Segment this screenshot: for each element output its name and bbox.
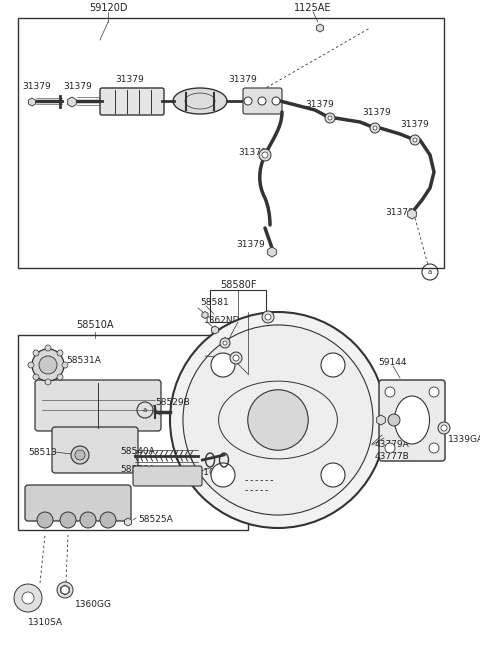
Circle shape: [75, 450, 85, 460]
Circle shape: [328, 116, 332, 120]
Circle shape: [385, 387, 395, 397]
Circle shape: [14, 584, 42, 612]
Text: 58580F: 58580F: [220, 280, 256, 290]
Ellipse shape: [173, 88, 227, 114]
Bar: [18, 335, 248, 530]
Text: 31379: 31379: [22, 82, 51, 91]
Text: 31379: 31379: [236, 240, 265, 249]
Text: 31379: 31379: [400, 120, 429, 129]
FancyBboxPatch shape: [52, 427, 138, 473]
Text: 58510A: 58510A: [76, 320, 114, 330]
Text: 31379: 31379: [115, 75, 144, 84]
FancyBboxPatch shape: [243, 88, 282, 114]
Circle shape: [57, 374, 63, 380]
Circle shape: [265, 314, 271, 320]
Text: 31379: 31379: [385, 208, 414, 217]
Text: 59144: 59144: [378, 358, 407, 367]
Circle shape: [170, 312, 386, 528]
Text: 31379: 31379: [305, 100, 334, 109]
Circle shape: [211, 353, 235, 377]
Circle shape: [272, 97, 280, 105]
Circle shape: [183, 325, 373, 515]
Text: 43777B: 43777B: [375, 452, 410, 461]
Text: 58550A: 58550A: [120, 465, 155, 474]
Circle shape: [385, 443, 395, 453]
Circle shape: [22, 592, 34, 604]
Circle shape: [45, 379, 51, 385]
Circle shape: [438, 422, 450, 434]
Circle shape: [429, 443, 439, 453]
Text: 1310SA: 1310SA: [28, 618, 63, 627]
Circle shape: [80, 512, 96, 528]
Text: 58529B: 58529B: [155, 398, 190, 407]
Text: 31379: 31379: [362, 108, 391, 117]
Circle shape: [248, 390, 308, 450]
Circle shape: [262, 311, 274, 323]
Circle shape: [62, 362, 68, 368]
Text: 58540A: 58540A: [120, 447, 155, 456]
FancyBboxPatch shape: [100, 88, 164, 115]
Bar: [210, 290, 266, 322]
Circle shape: [244, 97, 252, 105]
Circle shape: [410, 135, 420, 145]
Circle shape: [325, 113, 335, 123]
Circle shape: [230, 352, 242, 364]
Circle shape: [413, 138, 417, 142]
Text: 1125AE: 1125AE: [294, 3, 332, 13]
Text: 1339GA: 1339GA: [448, 435, 480, 444]
Circle shape: [262, 152, 268, 158]
Circle shape: [220, 338, 230, 348]
Circle shape: [321, 353, 345, 377]
Text: 1710AB: 1710AB: [222, 330, 257, 339]
FancyBboxPatch shape: [379, 380, 445, 461]
Circle shape: [258, 97, 266, 105]
Text: 1360GG: 1360GG: [75, 600, 112, 609]
Text: 31379: 31379: [228, 75, 257, 84]
Circle shape: [100, 512, 116, 528]
Circle shape: [28, 362, 34, 368]
Circle shape: [57, 350, 63, 356]
Text: 24105: 24105: [192, 468, 220, 477]
Text: 59110B: 59110B: [200, 348, 235, 357]
Text: 58531A: 58531A: [66, 356, 101, 365]
Text: a: a: [428, 269, 432, 275]
Text: 58513: 58513: [28, 448, 57, 457]
Circle shape: [259, 149, 271, 161]
Circle shape: [373, 126, 377, 130]
Circle shape: [211, 463, 235, 487]
Circle shape: [61, 586, 69, 594]
Circle shape: [429, 387, 439, 397]
Text: a: a: [143, 407, 147, 413]
FancyBboxPatch shape: [35, 380, 161, 431]
Circle shape: [321, 463, 345, 487]
Ellipse shape: [395, 396, 430, 444]
Circle shape: [388, 414, 400, 426]
FancyBboxPatch shape: [25, 485, 131, 521]
Circle shape: [37, 512, 53, 528]
Circle shape: [60, 512, 76, 528]
Text: 58581: 58581: [200, 298, 229, 307]
FancyBboxPatch shape: [133, 466, 202, 486]
Text: 43779A: 43779A: [375, 440, 410, 449]
Circle shape: [33, 350, 39, 356]
Circle shape: [441, 425, 447, 431]
Circle shape: [45, 345, 51, 351]
Circle shape: [32, 349, 64, 381]
Circle shape: [233, 355, 239, 361]
Bar: [18, 18, 444, 268]
Text: 1362ND: 1362ND: [204, 316, 240, 325]
Circle shape: [223, 341, 227, 345]
Text: 58525A: 58525A: [138, 515, 173, 524]
Circle shape: [57, 582, 73, 598]
Circle shape: [33, 374, 39, 380]
Circle shape: [71, 446, 89, 464]
Text: 31379: 31379: [238, 148, 267, 157]
Circle shape: [370, 123, 380, 133]
Circle shape: [39, 356, 57, 374]
Text: 59120D: 59120D: [89, 3, 127, 13]
Text: 31379: 31379: [63, 82, 92, 91]
